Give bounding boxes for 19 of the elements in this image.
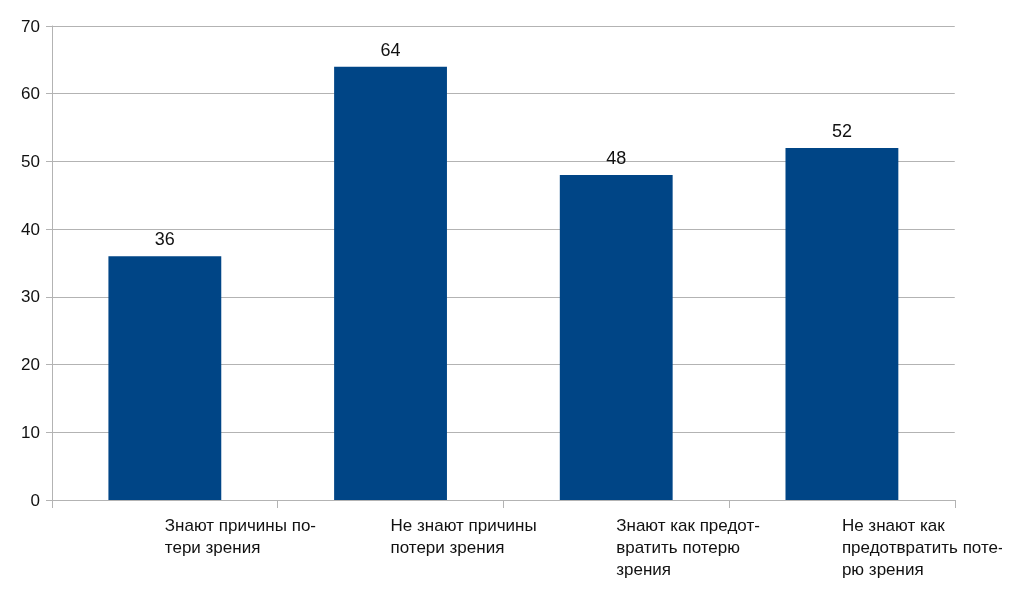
bar	[334, 66, 447, 500]
y-tick-label: 40	[21, 219, 40, 239]
y-tick-label: 0	[30, 490, 40, 510]
y-tick-label: 50	[21, 151, 40, 171]
data-label: 48	[606, 147, 627, 168]
data-label: 36	[154, 229, 175, 250]
y-tick-label: 70	[21, 16, 40, 36]
data-label: 64	[380, 39, 401, 60]
x-tick-label: Знают как предот- вратить потерю зрения	[616, 515, 760, 579]
bar	[108, 256, 222, 500]
x-tick-label: Не знают причины потери зрения	[390, 515, 537, 557]
y-tick-label: 60	[21, 84, 40, 104]
data-label: 52	[831, 120, 852, 141]
x-tick-label: Знают причины по- тери зрения	[164, 515, 317, 557]
y-tick-label: 30	[21, 287, 40, 307]
bar	[785, 147, 899, 500]
bar	[559, 174, 673, 500]
y-tick-label: 10	[21, 422, 40, 442]
y-tick-label: 20	[21, 355, 40, 375]
